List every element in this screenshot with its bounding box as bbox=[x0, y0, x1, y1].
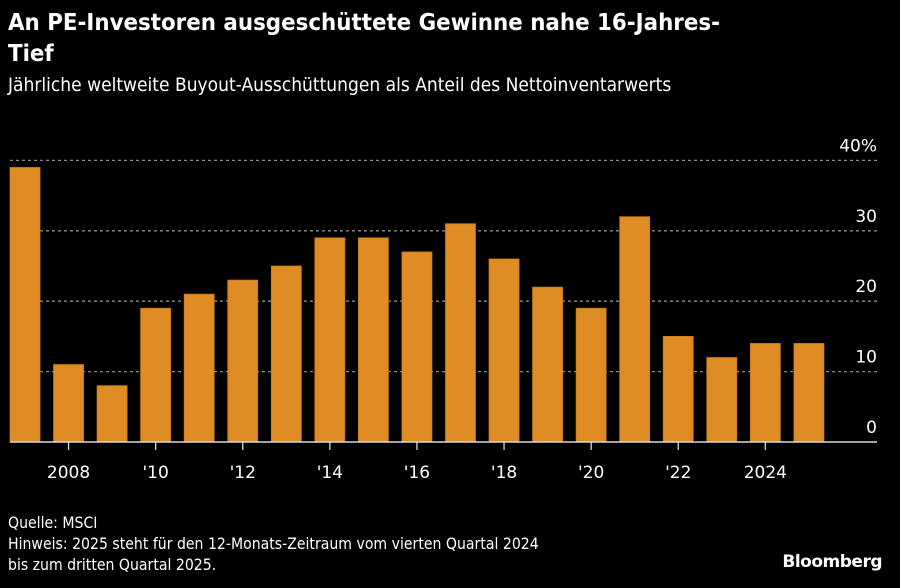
x-tick-label: 2024 bbox=[744, 463, 787, 483]
bar-2018 bbox=[488, 258, 520, 443]
chart-subtitle: Jährliche weltweite Buyout-Ausschüttunge… bbox=[8, 74, 672, 96]
bar-chart: 0 10 20 30 40% 2008 '10 '12 '14 '16 '18 '20 '22 2024 bbox=[9, 136, 877, 483]
bar-2023 bbox=[706, 357, 738, 443]
bar-2007 bbox=[9, 167, 41, 443]
source-note: Quelle: MSCI bbox=[8, 513, 98, 532]
x-tick-label: '22 bbox=[665, 463, 691, 483]
x-tick-label: '14 bbox=[317, 463, 343, 483]
bar-2019 bbox=[532, 286, 563, 443]
bar-2009 bbox=[96, 385, 128, 443]
bar-2011 bbox=[183, 293, 215, 443]
gridlines bbox=[10, 159, 877, 373]
chart-title: An PE-Investoren ausgeschüttete Gewinne … bbox=[8, 10, 720, 67]
x-axis: 2008 '10 '12 '14 '16 '18 '20 '22 2024 bbox=[10, 441, 877, 483]
y-tick-label: 0 bbox=[866, 418, 877, 438]
bar-2013 bbox=[270, 265, 302, 443]
footnote-line-1: Hinweis: 2025 steht für den 12-Monats-Ze… bbox=[8, 534, 539, 553]
bar-2020 bbox=[575, 307, 607, 443]
bar-2024 bbox=[749, 343, 781, 443]
bar-2017 bbox=[445, 223, 476, 443]
y-axis-labels: 0 10 20 30 40% bbox=[839, 136, 877, 438]
y-tick-label: 20 bbox=[855, 277, 877, 297]
bar-2012 bbox=[227, 279, 259, 443]
bar-2021 bbox=[619, 216, 651, 443]
x-tick-label: 2008 bbox=[47, 463, 90, 483]
bar-2008 bbox=[53, 364, 84, 443]
y-tick-label: 40% bbox=[839, 136, 877, 156]
bar-2025 bbox=[793, 343, 825, 443]
x-tick-label: '18 bbox=[491, 463, 517, 483]
bar-2015 bbox=[357, 237, 389, 443]
bar-2010 bbox=[140, 307, 172, 443]
x-tick-label: '12 bbox=[230, 463, 256, 483]
x-tick-label: '10 bbox=[142, 463, 168, 483]
y-tick-label: 30 bbox=[855, 207, 877, 227]
chart-footer: Quelle: MSCI Hinweis: 2025 steht für den… bbox=[8, 512, 539, 575]
bars bbox=[9, 167, 825, 443]
bar-2022 bbox=[662, 335, 694, 443]
bar-2016 bbox=[401, 251, 433, 443]
x-tick-label: '16 bbox=[404, 463, 430, 483]
footnote-line-2: bis zum dritten Quartal 2025. bbox=[8, 555, 217, 574]
x-tick-label: '20 bbox=[578, 463, 604, 483]
bloomberg-logo: Bloomberg bbox=[782, 552, 882, 572]
y-tick-label: 10 bbox=[855, 348, 877, 368]
bar-2014 bbox=[314, 237, 346, 443]
